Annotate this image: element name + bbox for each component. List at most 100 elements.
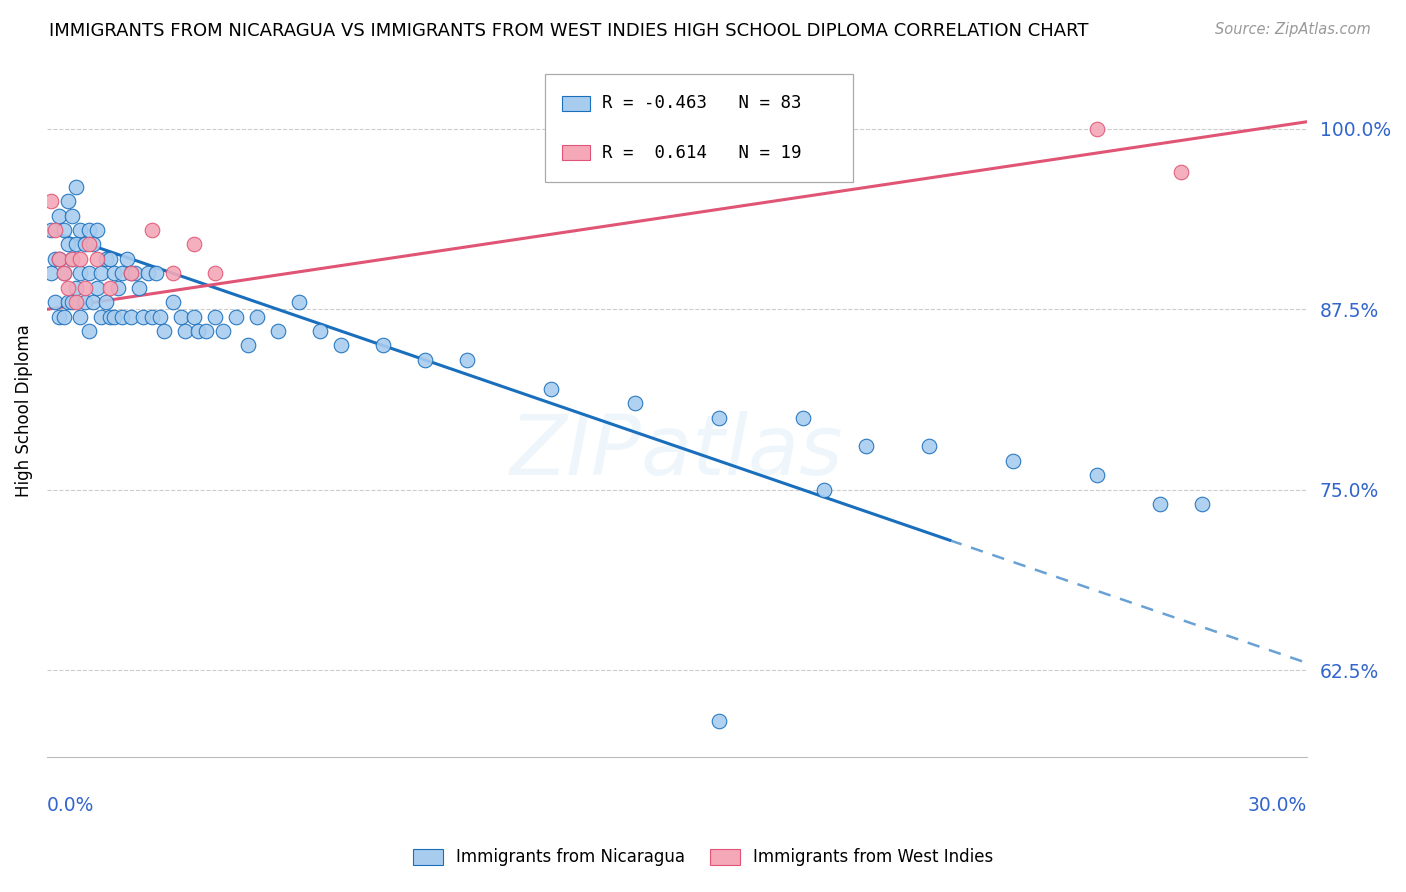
Point bbox=[149, 310, 172, 324]
Point bbox=[246, 310, 269, 324]
Text: 0.0%: 0.0% bbox=[46, 796, 94, 814]
Point bbox=[120, 266, 142, 280]
Point bbox=[170, 310, 193, 324]
Point bbox=[77, 223, 100, 237]
Point bbox=[98, 281, 121, 295]
Point bbox=[120, 266, 142, 280]
Point bbox=[195, 324, 218, 338]
Point bbox=[413, 352, 436, 367]
Point bbox=[111, 266, 134, 280]
Point bbox=[141, 310, 163, 324]
Text: 30.0%: 30.0% bbox=[1247, 796, 1306, 814]
Point bbox=[1085, 122, 1108, 136]
Point bbox=[204, 310, 226, 324]
Point bbox=[52, 223, 75, 237]
Point bbox=[183, 237, 205, 252]
Point bbox=[56, 194, 79, 208]
Point bbox=[103, 310, 125, 324]
Point bbox=[153, 324, 176, 338]
Point bbox=[792, 410, 814, 425]
Point bbox=[48, 252, 70, 266]
Point bbox=[69, 252, 91, 266]
Point bbox=[707, 714, 730, 728]
Point bbox=[69, 310, 91, 324]
Text: ZIPatlas: ZIPatlas bbox=[510, 411, 844, 492]
Point bbox=[48, 209, 70, 223]
Point bbox=[56, 295, 79, 310]
Text: IMMIGRANTS FROM NICARAGUA VS IMMIGRANTS FROM WEST INDIES HIGH SCHOOL DIPLOMA COR: IMMIGRANTS FROM NICARAGUA VS IMMIGRANTS … bbox=[49, 22, 1088, 40]
Point bbox=[162, 295, 184, 310]
Point bbox=[56, 281, 79, 295]
Point bbox=[162, 266, 184, 280]
Point bbox=[86, 252, 108, 266]
Point bbox=[86, 223, 108, 237]
Point bbox=[456, 352, 478, 367]
Point bbox=[44, 223, 66, 237]
Point bbox=[94, 252, 117, 266]
Point bbox=[120, 310, 142, 324]
FancyBboxPatch shape bbox=[544, 74, 853, 182]
Legend: Immigrants from Nicaragua, Immigrants from West Indies: Immigrants from Nicaragua, Immigrants fr… bbox=[406, 842, 1000, 873]
Point bbox=[141, 223, 163, 237]
Point bbox=[145, 266, 167, 280]
Point bbox=[44, 252, 66, 266]
Point bbox=[225, 310, 247, 324]
Text: R =  0.614   N = 19: R = 0.614 N = 19 bbox=[602, 144, 801, 161]
Point bbox=[69, 223, 91, 237]
FancyBboxPatch shape bbox=[562, 95, 591, 111]
Point bbox=[238, 338, 260, 352]
Point bbox=[73, 295, 96, 310]
Point bbox=[77, 324, 100, 338]
Point bbox=[94, 295, 117, 310]
Point bbox=[39, 266, 62, 280]
Point bbox=[44, 295, 66, 310]
Point bbox=[855, 439, 877, 453]
Point bbox=[288, 295, 311, 310]
Point bbox=[56, 237, 79, 252]
Point bbox=[39, 223, 62, 237]
Point bbox=[48, 310, 70, 324]
Point bbox=[813, 483, 835, 497]
Point bbox=[65, 179, 87, 194]
Point bbox=[48, 252, 70, 266]
Point bbox=[540, 382, 562, 396]
Point bbox=[623, 396, 645, 410]
Point bbox=[132, 310, 155, 324]
Point bbox=[371, 338, 394, 352]
Point bbox=[1149, 497, 1171, 511]
Point bbox=[1191, 497, 1213, 511]
Point bbox=[107, 281, 129, 295]
Point bbox=[60, 295, 83, 310]
Point bbox=[111, 310, 134, 324]
Point bbox=[183, 310, 205, 324]
Point bbox=[918, 439, 941, 453]
Point bbox=[204, 266, 226, 280]
Point bbox=[52, 310, 75, 324]
Point bbox=[98, 310, 121, 324]
Point bbox=[77, 237, 100, 252]
Point bbox=[65, 295, 87, 310]
Point bbox=[308, 324, 330, 338]
Point bbox=[1170, 165, 1192, 179]
Point bbox=[73, 281, 96, 295]
Y-axis label: High School Diploma: High School Diploma bbox=[15, 324, 32, 497]
Point bbox=[1085, 468, 1108, 483]
Text: R = -0.463   N = 83: R = -0.463 N = 83 bbox=[602, 95, 801, 112]
Point bbox=[98, 252, 121, 266]
Point bbox=[39, 194, 62, 208]
Point bbox=[60, 252, 83, 266]
Point bbox=[103, 266, 125, 280]
Point bbox=[65, 281, 87, 295]
Point bbox=[82, 295, 104, 310]
Point bbox=[69, 266, 91, 280]
Point bbox=[52, 266, 75, 280]
Point bbox=[124, 266, 146, 280]
Point bbox=[329, 338, 352, 352]
Point bbox=[187, 324, 209, 338]
Point bbox=[128, 281, 150, 295]
Point bbox=[212, 324, 235, 338]
Point bbox=[136, 266, 159, 280]
Point bbox=[115, 252, 138, 266]
Point bbox=[73, 237, 96, 252]
Point bbox=[90, 266, 112, 280]
